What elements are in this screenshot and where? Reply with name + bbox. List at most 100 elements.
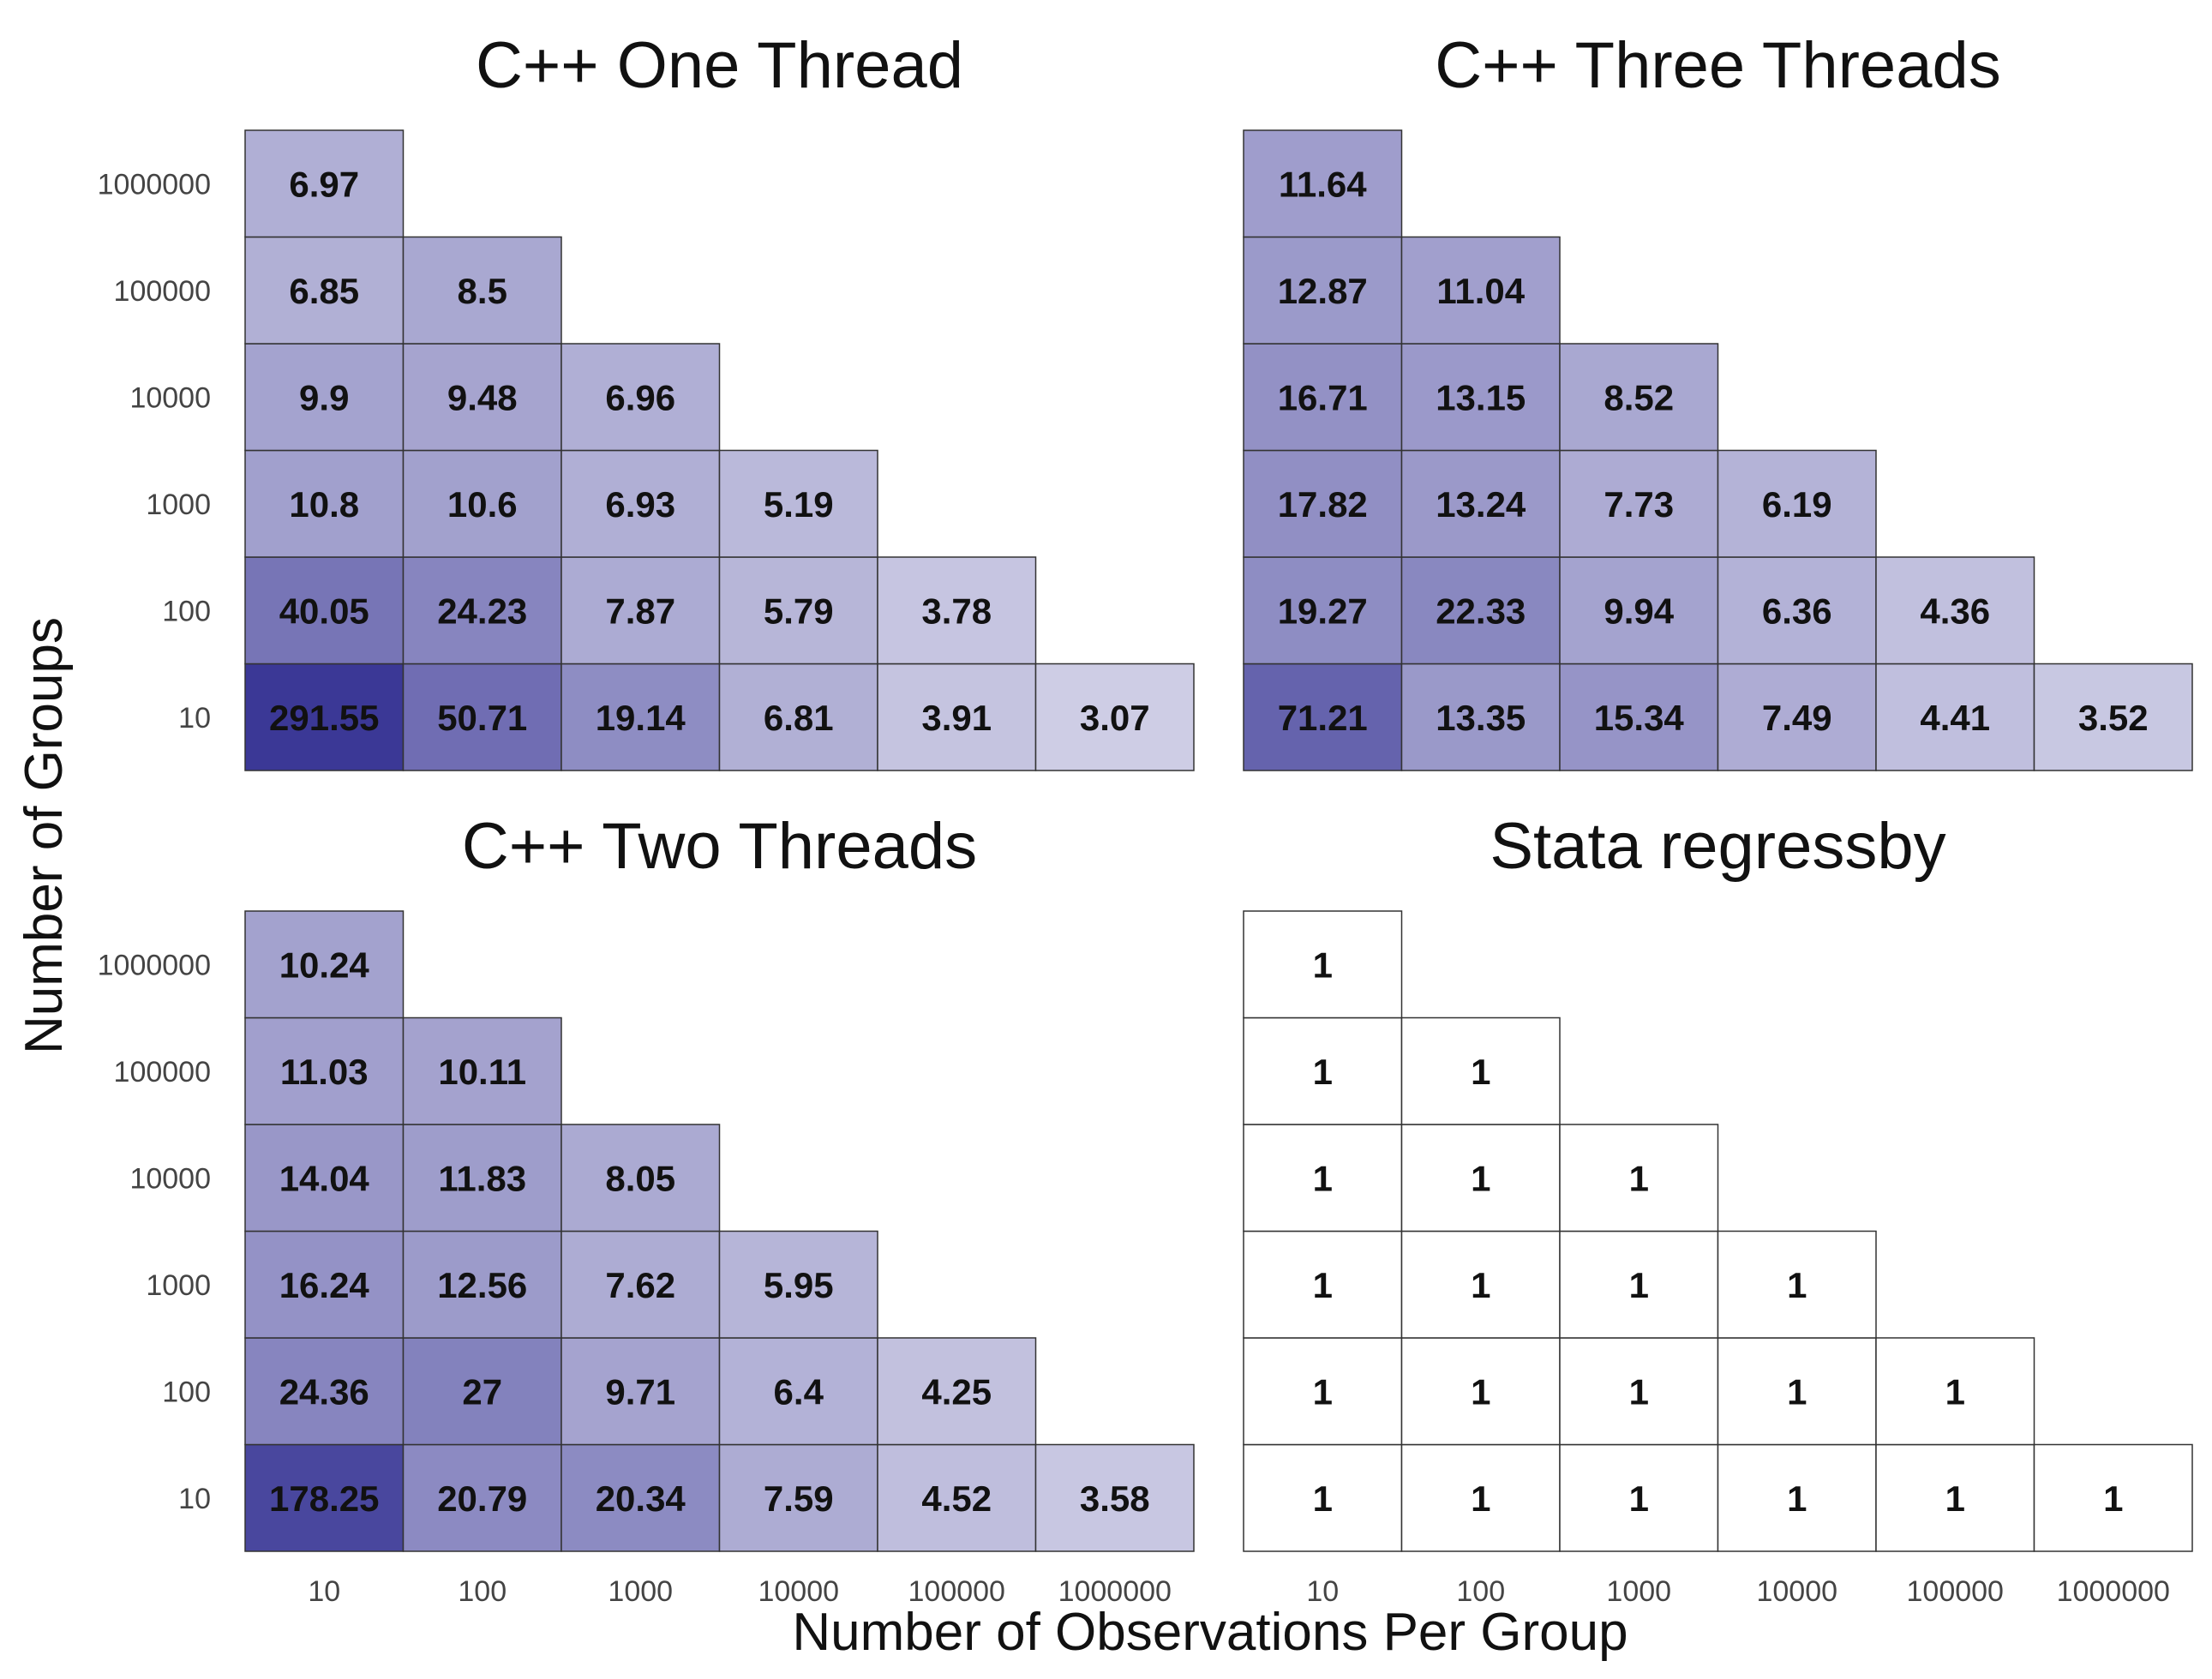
heatmap-panel: C++ Three Threads 71.21 13.35 15.34 7.49 4.41… <box>1243 29 2193 771</box>
y-axis-label: Number of Groups <box>15 617 74 1054</box>
heatmap-cell <box>877 663 1037 771</box>
heatmap-cell <box>1717 1230 1877 1339</box>
heatmap-cell <box>244 449 405 558</box>
cell-value-label: 1 <box>1313 1478 1333 1519</box>
cell-value-label: 7.87 <box>605 591 675 631</box>
cell-value-label: 9.71 <box>605 1371 675 1412</box>
heatmap-cell <box>402 663 562 771</box>
cell-value-label: 16.24 <box>279 1265 370 1305</box>
cell-value-label: 6.4 <box>774 1371 824 1412</box>
heatmap-cell <box>1034 663 1195 771</box>
heatmap-cell <box>718 663 878 771</box>
y-tick-label: 100 <box>162 595 211 627</box>
y-tick-label: 1000 <box>146 1269 211 1302</box>
cell-value-label: 1 <box>2103 1478 2123 1519</box>
heatmap-cell <box>244 1337 405 1446</box>
cell-value-label: 7.73 <box>1604 484 1674 525</box>
cell-value-label: 6.81 <box>764 698 834 738</box>
cell-value-label: 7.62 <box>605 1265 675 1305</box>
heatmap-cell <box>244 663 405 771</box>
cell-value-label: 1 <box>1945 1371 1965 1412</box>
cell-value-label: 19.14 <box>596 698 686 738</box>
y-tick-label: 10000 <box>129 1162 211 1195</box>
cell-value-label: 3.52 <box>2078 698 2149 738</box>
heatmap-cell <box>1559 1337 1719 1446</box>
cell-value-label: 71.21 <box>1278 698 1368 738</box>
x-tick-label: 10 <box>1306 1575 1339 1608</box>
heatmap-cell <box>877 1443 1037 1552</box>
cell-value-label: 13.35 <box>1436 698 1526 738</box>
cell-value-label: 1 <box>1787 1265 1807 1305</box>
cell-value-label: 178.25 <box>269 1478 379 1519</box>
cell-value-label: 5.79 <box>764 591 834 631</box>
cell-value-label: 13.15 <box>1436 377 1526 417</box>
heatmap-cell <box>718 1443 878 1552</box>
cell-value-label: 1 <box>1471 1478 1490 1519</box>
cell-value-label: 7.59 <box>764 1478 834 1519</box>
heatmap-cell <box>1717 1443 1877 1552</box>
heatmap-cell <box>2033 663 2193 771</box>
heatmap-cell <box>1559 343 1719 452</box>
cell-value-label: 1 <box>1471 1052 1490 1092</box>
heatmap-cell <box>718 556 878 665</box>
heatmap-cell <box>560 343 721 452</box>
x-tick-label: 1000 <box>608 1575 673 1608</box>
heatmap-panel: C++ One Thread 291.55 50.71 19.14 6.81 3.91 3.… <box>98 29 1195 771</box>
heatmap-cell <box>1717 1337 1877 1446</box>
heatmap-cell <box>402 1337 562 1446</box>
x-tick-label: 100 <box>1456 1575 1505 1608</box>
cell-value-label: 4.52 <box>921 1478 992 1519</box>
panel-title: Stata regressby <box>1490 810 1945 883</box>
heatmap-cell <box>1400 556 1561 665</box>
cell-value-label: 5.95 <box>764 1265 834 1305</box>
cell-value-label: 17.82 <box>1278 484 1368 525</box>
cell-value-label: 15.34 <box>1594 698 1685 738</box>
cell-value-label: 13.24 <box>1436 484 1526 525</box>
cell-value-label: 1 <box>1471 1158 1490 1198</box>
x-tick-label: 100000 <box>1907 1575 2004 1608</box>
cell-value-label: 19.27 <box>1278 591 1368 631</box>
panel-title: C++ Two Threads <box>462 810 977 883</box>
cell-value-label: 6.85 <box>289 271 359 311</box>
cell-value-label: 24.36 <box>279 1371 369 1412</box>
panel-title: C++ One Thread <box>476 29 963 102</box>
heatmap-cell <box>1243 1230 1403 1339</box>
heatmap-cell <box>244 1124 405 1232</box>
heatmap-cell <box>1400 343 1561 452</box>
heatmap-cell <box>560 556 721 665</box>
heatmap-cell <box>2033 1443 2193 1552</box>
y-tick-label: 10 <box>178 702 211 735</box>
cell-value-label: 24.23 <box>437 591 527 631</box>
cell-value-label: 1 <box>1787 1371 1807 1412</box>
x-tick-label: 100000 <box>908 1575 1005 1608</box>
cell-value-label: 1 <box>1313 1265 1333 1305</box>
cell-value-label: 3.78 <box>921 591 992 631</box>
heatmap-cell <box>718 1230 878 1339</box>
cell-value-label: 6.97 <box>289 164 359 204</box>
heatmap-cell <box>244 1016 405 1125</box>
x-tick-label: 10000 <box>1756 1575 1837 1608</box>
cell-value-label: 16.71 <box>1278 377 1368 417</box>
heatmap-cell <box>402 343 562 452</box>
cell-value-label: 1 <box>1471 1371 1490 1412</box>
cell-value-label: 22.33 <box>1436 591 1526 631</box>
y-tick-label: 100000 <box>114 275 211 308</box>
cell-value-label: 8.5 <box>458 271 507 311</box>
heatmap-cell <box>1400 1016 1561 1125</box>
heatmap-cell <box>402 236 562 345</box>
heatmap-cell <box>1243 129 1403 238</box>
heatmap-cell <box>1034 1443 1195 1552</box>
cell-value-label: 6.93 <box>605 484 675 525</box>
cell-value-label: 9.9 <box>299 377 349 417</box>
cell-value-label: 1 <box>1629 1265 1649 1305</box>
cell-value-label: 40.05 <box>279 591 369 631</box>
cell-value-label: 10.24 <box>279 944 370 985</box>
heatmap-cell <box>402 1124 562 1232</box>
y-tick-label: 100 <box>162 1376 211 1408</box>
y-tick-label: 1000000 <box>98 949 211 981</box>
cell-value-label: 9.94 <box>1604 591 1674 631</box>
cell-value-label: 1 <box>1313 1052 1333 1092</box>
heatmap-cell <box>1400 236 1561 345</box>
heatmap-cell <box>1875 556 2035 665</box>
